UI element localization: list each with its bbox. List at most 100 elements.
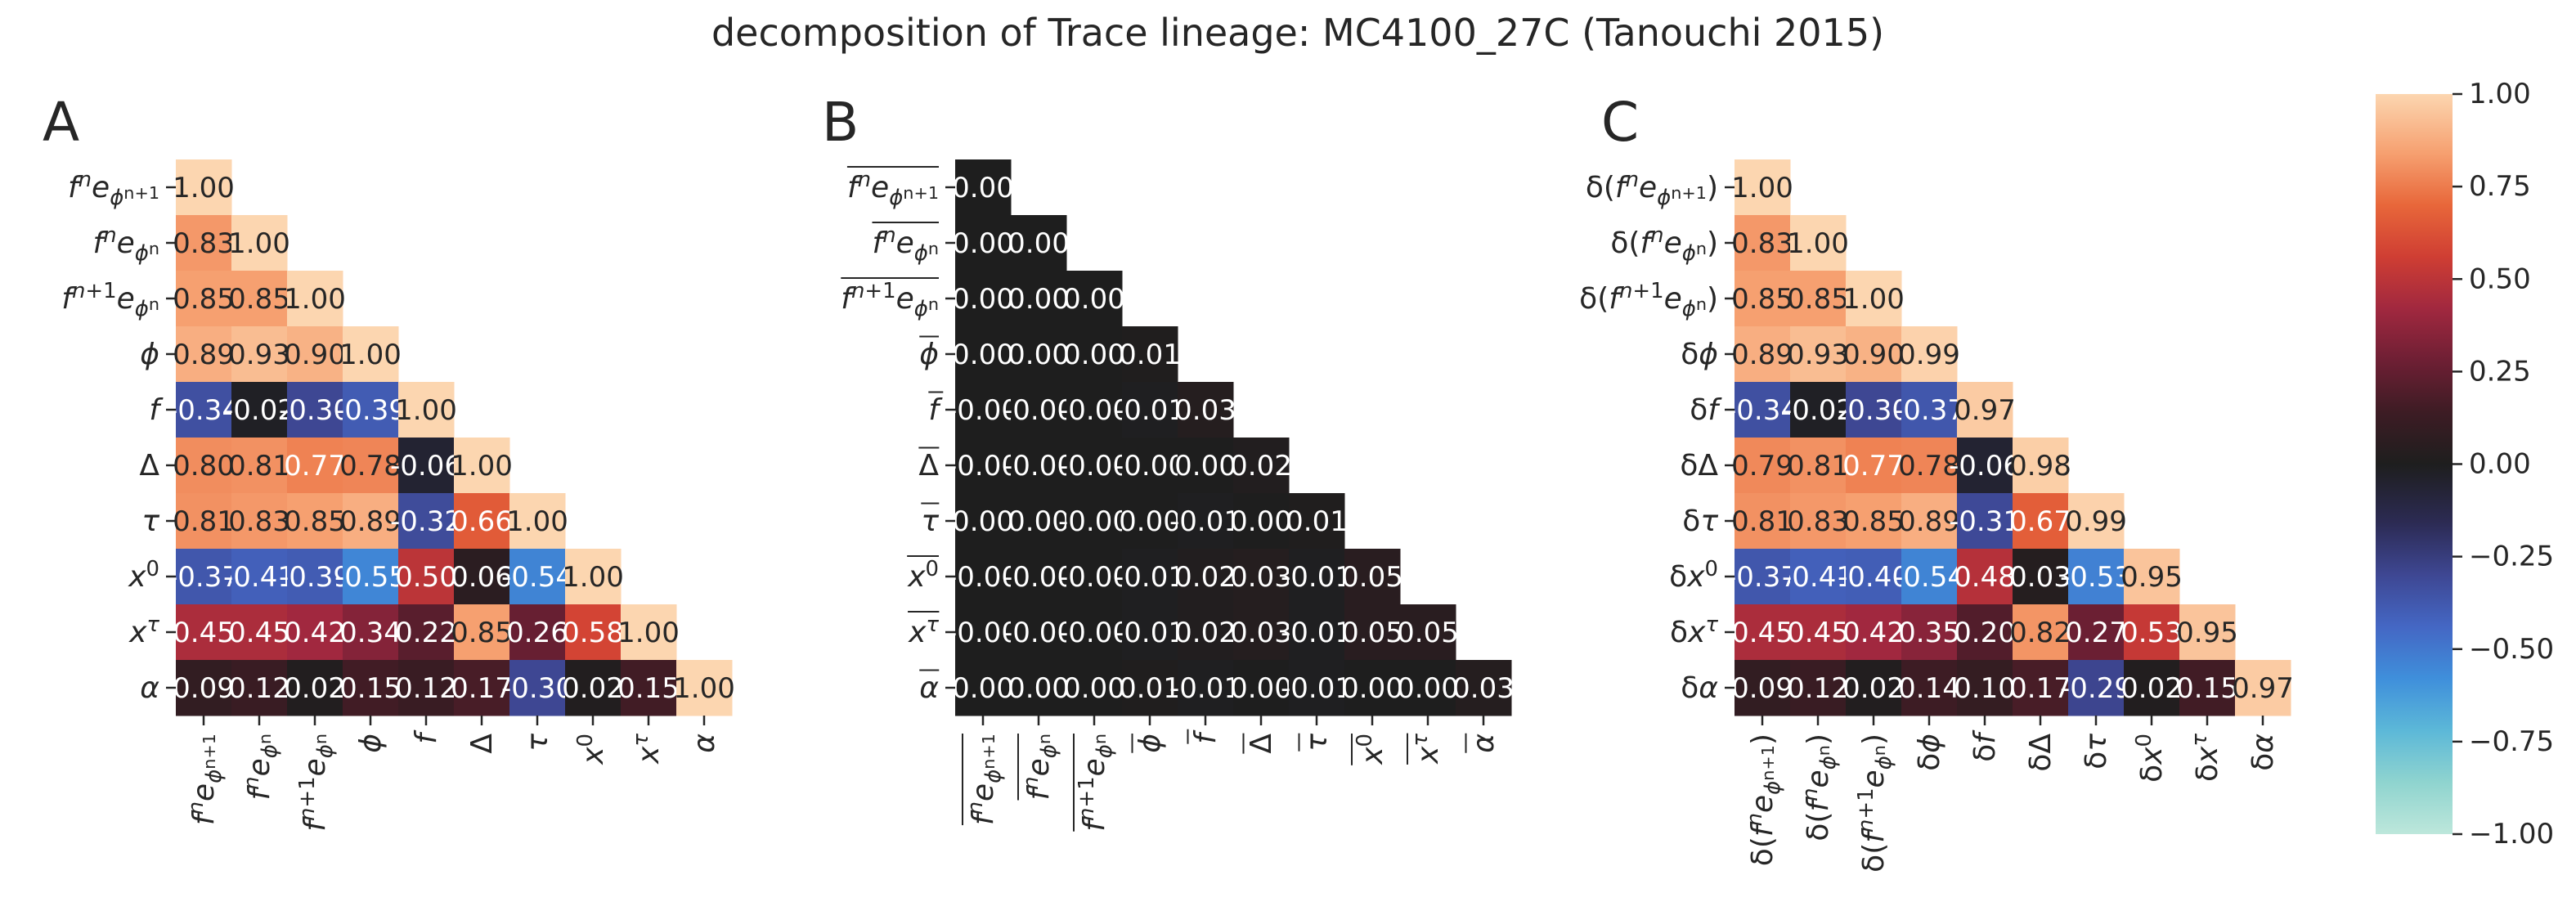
cell-label-A-3-2: 0.90 — [284, 339, 346, 371]
ytick-label-A-5-text: Δ — [139, 449, 159, 482]
cell-B-8-3 — [1122, 604, 1178, 661]
cell-C-9-8 — [2179, 660, 2236, 716]
cell-A-2-0 — [176, 271, 232, 327]
cell-A-3-2 — [287, 326, 343, 383]
cell-B-5-3 — [1122, 438, 1178, 494]
cell-C-7-1 — [1790, 549, 1847, 605]
cell-C-4-4 — [1957, 382, 2013, 438]
xtick-label-A-1-text: fneϕn — [240, 734, 282, 801]
cell-A-9-3 — [343, 660, 399, 716]
xtick-label-A-7-text: x0 — [573, 734, 610, 765]
ytick-label-A-1-text: fneϕn — [93, 223, 160, 266]
ytick-label-C-7: δx0 — [1669, 557, 1718, 594]
ytick-label-C-1: δ(fneϕn) — [1610, 223, 1718, 266]
colorbar-tick-label-5: −0.25 — [2469, 541, 2554, 573]
cell-label-A-1-0: 0.83 — [173, 227, 235, 260]
cell-label-B-4-3: -0.01 — [1114, 394, 1186, 427]
cell-label-B-4-4: 0.03 — [1174, 394, 1236, 427]
cell-B-6-2 — [1066, 493, 1123, 550]
cell-B-9-0 — [955, 660, 1012, 716]
cell-label-B-5-2: -0.00 — [1058, 450, 1130, 482]
xtick-label-C-0: δ(fneϕn+1) — [1743, 734, 1785, 866]
xtick-label-A-2: fn+1eϕn — [295, 734, 338, 832]
cell-A-4-0 — [176, 382, 232, 438]
cell-C-5-0 — [1735, 438, 1791, 494]
cell-label-B-1-0: 0.00 — [952, 227, 1014, 260]
ytick-label-A-2-text: fn+1eϕn — [61, 279, 159, 321]
xtick-label-C-9: δα — [2246, 734, 2280, 771]
ytick-label-B-8-text: xτ — [908, 613, 939, 649]
cell-B-6-4 — [1178, 493, 1234, 550]
cell-label-B-2-0: 0.00 — [952, 283, 1014, 316]
cell-label-C-4-0: -0.34 — [1726, 394, 1798, 427]
cell-C-9-9 — [2235, 660, 2291, 716]
cell-A-7-2 — [287, 549, 343, 605]
ytick-label-C-3: δϕ — [1681, 338, 1718, 371]
cell-label-A-4-2: -0.30 — [279, 394, 351, 427]
cell-C-7-4 — [1957, 549, 2013, 605]
cell-label-B-9-5: 0.00 — [1230, 672, 1292, 705]
cell-label-A-3-0: 0.89 — [173, 339, 235, 371]
colorbar-tick-label-0: 1.00 — [2469, 78, 2531, 110]
cell-A-7-7 — [565, 549, 622, 605]
cell-B-5-0 — [955, 438, 1012, 494]
cell-label-A-6-0: 0.81 — [173, 505, 235, 538]
cell-C-9-0 — [1735, 660, 1791, 716]
cell-label-B-9-1: 0.00 — [1008, 672, 1070, 705]
cell-A-5-5 — [454, 438, 510, 494]
cell-C-3-2 — [1846, 326, 1902, 383]
cell-B-7-1 — [1011, 549, 1067, 605]
cell-C-8-4 — [1957, 604, 2013, 661]
cell-label-B-4-2: -0.00 — [1058, 394, 1130, 427]
cell-A-9-7 — [565, 660, 622, 716]
xtick-label-C-7: δx0 — [2132, 734, 2169, 783]
cell-label-A-9-5: 0.17 — [451, 672, 513, 705]
cell-label-B-8-1: -0.00 — [1003, 617, 1075, 649]
colorbar-gradient — [2376, 94, 2453, 834]
cell-label-B-1-1: 0.00 — [1008, 227, 1070, 260]
cell-C-2-1 — [1790, 271, 1847, 327]
cell-A-6-6 — [509, 493, 566, 550]
ytick-label-C-7-text: δx0 — [1669, 557, 1718, 594]
cell-C-4-0 — [1735, 382, 1791, 438]
colorbar-tick-label-6: −0.50 — [2469, 633, 2554, 666]
cell-label-A-8-7: 0.58 — [562, 617, 624, 649]
cell-B-9-8 — [1400, 660, 1456, 716]
cell-label-C-5-0: 0.79 — [1731, 450, 1793, 482]
cell-label-A-8-0: 0.45 — [173, 617, 235, 649]
ytick-label-C-5-text: δΔ — [1680, 449, 1718, 482]
cell-A-9-2 — [287, 660, 343, 716]
ytick-label-A-3-text: ϕ — [140, 338, 159, 371]
cell-label-B-7-4: 0.02 — [1174, 561, 1236, 594]
cell-C-7-6 — [2068, 549, 2125, 605]
cell-label-A-7-3: -0.55 — [334, 561, 406, 594]
cell-C-6-6 — [2068, 493, 2125, 550]
ytick-label-A-4: f — [149, 393, 164, 427]
cell-label-A-9-4: 0.12 — [395, 672, 457, 705]
cell-label-B-3-0: 0.00 — [952, 339, 1014, 371]
ytick-label-A-2: fn+1eϕn — [61, 279, 159, 321]
cell-B-4-4 — [1178, 382, 1234, 438]
cell-label-B-6-0: 0.00 — [952, 505, 1014, 538]
cell-A-5-2 — [287, 438, 343, 494]
cell-A-1-0 — [176, 215, 232, 272]
cell-label-C-9-0: 0.09 — [1731, 672, 1793, 705]
cell-A-8-8 — [621, 604, 677, 661]
cell-B-5-1 — [1011, 438, 1067, 494]
cell-B-2-1 — [1011, 271, 1067, 327]
cell-label-C-8-7: 0.53 — [2120, 617, 2183, 649]
xtick-label-C-6-text: δτ — [2080, 734, 2113, 770]
ytick-label-C-1-text: δ(fneϕn) — [1610, 223, 1718, 266]
xtick-label-C-8-text: δxτ — [2188, 734, 2224, 782]
ytick-label-C-4-text: δf — [1690, 393, 1722, 427]
cell-C-7-2 — [1846, 549, 1902, 605]
cell-B-6-5 — [1233, 493, 1290, 550]
cell-label-A-5-1: 0.81 — [228, 450, 290, 482]
cell-label-B-8-6: -0.01 — [1281, 617, 1353, 649]
cell-A-6-3 — [343, 493, 399, 550]
heatmap-panel-B: B0.000.000.000.000.000.000.000.000.000.0… — [822, 91, 1515, 832]
cell-B-6-6 — [1289, 493, 1345, 550]
cell-label-C-2-1: 0.85 — [1787, 283, 1849, 316]
cell-label-A-6-5: 0.66 — [451, 505, 513, 538]
cell-label-C-7-6: -0.53 — [2060, 561, 2132, 594]
